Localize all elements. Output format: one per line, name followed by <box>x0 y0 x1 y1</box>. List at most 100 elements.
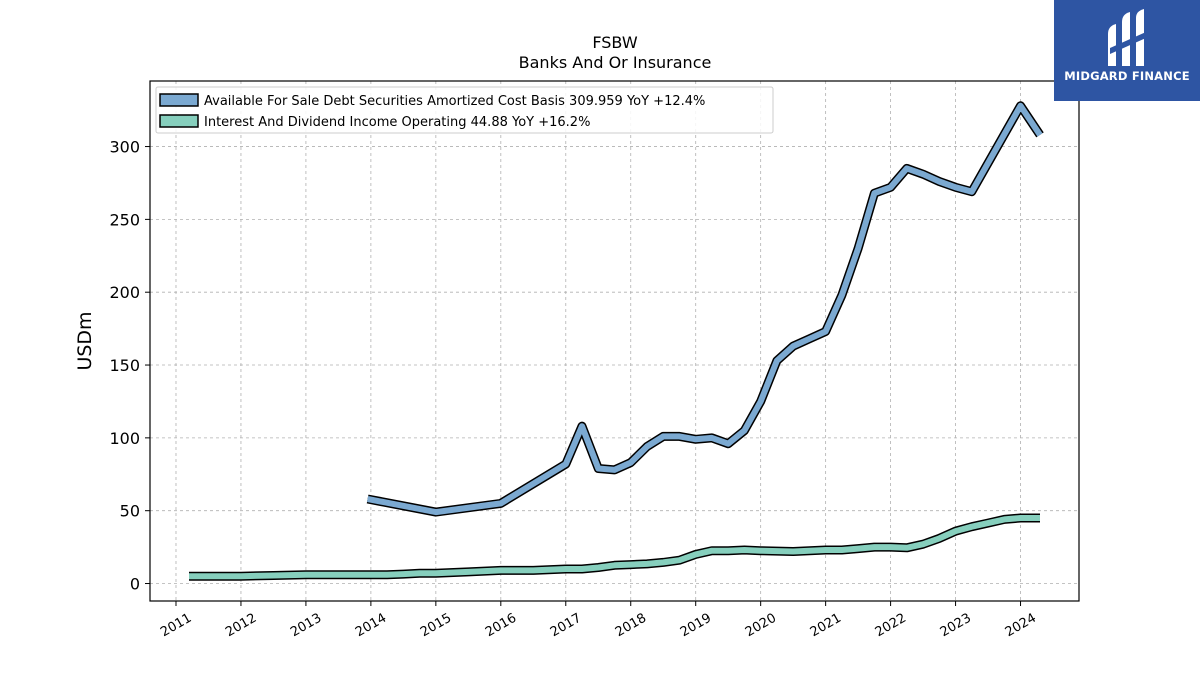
data-point <box>857 248 859 250</box>
data-point <box>630 564 632 566</box>
data-point <box>565 568 567 570</box>
y-tick-label: 100 <box>109 429 140 448</box>
data-point <box>874 546 876 548</box>
data-point <box>305 574 307 576</box>
data-point <box>662 562 664 564</box>
data-point <box>727 550 729 552</box>
data-point <box>646 446 648 448</box>
x-tick-label: 2015 <box>418 611 454 641</box>
data-point <box>890 187 892 189</box>
data-point <box>614 469 616 471</box>
data-point <box>188 575 190 577</box>
data-point <box>419 573 421 575</box>
data-point <box>744 430 746 432</box>
x-tick-label: 2020 <box>743 611 779 641</box>
data-point <box>841 294 843 296</box>
data-point <box>1039 517 1041 519</box>
series-layer <box>188 101 1044 581</box>
legend-swatch-interest-income <box>159 114 199 128</box>
data-point <box>939 181 941 183</box>
brand-name: MIDGARD FINANCE <box>1064 69 1190 83</box>
data-point <box>598 468 600 470</box>
legend-box <box>155 86 774 134</box>
y-tick-label: 250 <box>109 210 140 229</box>
data-point <box>614 565 616 567</box>
data-point <box>533 570 535 572</box>
data-point <box>1020 517 1022 519</box>
x-tick-label: 2011 <box>158 611 194 641</box>
chart-title: FSBW <box>592 33 637 52</box>
grid <box>150 81 1079 601</box>
x-tick-label: 2019 <box>678 611 714 641</box>
x-tick-label: 2022 <box>873 611 909 641</box>
data-point <box>435 511 437 513</box>
data-point <box>711 550 713 552</box>
data-point <box>906 547 908 549</box>
data-point <box>727 443 729 445</box>
x-tick-label: 2014 <box>353 611 389 641</box>
x-tick-label: 2013 <box>288 611 324 641</box>
data-point <box>744 549 746 551</box>
x-tick-label: 2016 <box>483 611 519 641</box>
brand-logo: MIDGARD FINANCE <box>1054 0 1200 101</box>
series-outline <box>366 101 1044 517</box>
data-point <box>403 573 405 575</box>
data-point <box>695 439 697 441</box>
midgard-logo-icon <box>1108 9 1146 66</box>
y-tick-label: 200 <box>109 283 140 302</box>
data-point <box>922 173 924 175</box>
data-point <box>890 546 892 548</box>
data-point <box>679 436 681 438</box>
data-point <box>208 575 210 577</box>
data-point <box>955 187 957 189</box>
data-point <box>792 551 794 553</box>
series-line <box>367 102 1043 516</box>
data-point <box>500 503 502 505</box>
legend: Available For Sale Debt Securities Amort… <box>155 86 774 134</box>
y-tick-label: 150 <box>109 356 140 375</box>
y-tick-label: 50 <box>120 502 140 521</box>
data-point <box>987 522 989 524</box>
data-point <box>695 554 697 556</box>
data-point <box>874 192 876 194</box>
data-point <box>386 574 388 576</box>
data-point <box>630 462 632 464</box>
data-point <box>760 401 762 403</box>
chart-subtitle: Banks And Or Insurance <box>519 53 712 72</box>
data-point <box>939 538 941 540</box>
data-point <box>435 573 437 575</box>
data-point <box>581 425 583 427</box>
data-point <box>240 575 242 577</box>
data-point <box>370 574 372 576</box>
x-tick-label: 2018 <box>613 611 649 641</box>
y-tick-label: 300 <box>109 138 140 157</box>
data-point <box>955 530 957 532</box>
data-point <box>679 559 681 561</box>
data-point <box>646 563 648 565</box>
data-point <box>1039 134 1041 136</box>
data-point <box>598 567 600 569</box>
data-point <box>971 526 973 528</box>
legend-label-securities: Available For Sale Debt Securities Amort… <box>204 94 705 109</box>
x-tick-label: 2024 <box>1003 611 1039 641</box>
x-tick-label: 2021 <box>808 611 844 641</box>
data-point <box>367 498 369 500</box>
data-point <box>841 549 843 551</box>
x-tick-label: 2012 <box>223 611 259 641</box>
data-point <box>711 437 713 439</box>
data-point <box>1004 519 1006 521</box>
legend-swatch-securities <box>159 93 199 107</box>
data-point <box>922 543 924 545</box>
data-point <box>581 568 583 570</box>
data-point <box>971 191 973 193</box>
legend-label-interest-income: Interest And Dividend Income Operating 4… <box>204 115 590 130</box>
data-point <box>792 345 794 347</box>
data-point <box>825 549 827 551</box>
y-axis-label: USDm <box>74 311 96 370</box>
x-tick-label: 2017 <box>548 611 584 641</box>
data-point <box>273 575 275 577</box>
data-point <box>809 338 811 340</box>
data-point <box>338 574 340 576</box>
data-point <box>825 331 827 333</box>
